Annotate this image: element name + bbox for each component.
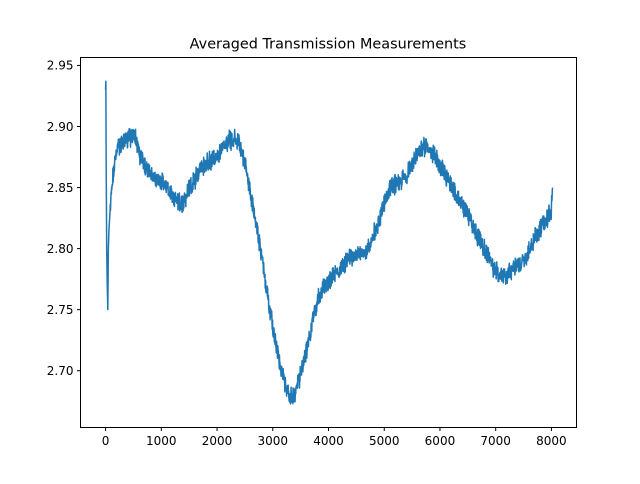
- x-tick-label: 0: [102, 434, 110, 448]
- x-tick-label: 2000: [202, 434, 233, 448]
- x-tick-label: 5000: [369, 434, 400, 448]
- x-tick-label: 1000: [146, 434, 177, 448]
- y-tick-label: 2.80: [47, 242, 74, 256]
- x-tick-label: 4000: [313, 434, 344, 448]
- y-tick-label: 2.75: [47, 303, 74, 317]
- series-layer: [104, 80, 554, 405]
- chart-title: Averaged Transmission Measurements: [190, 37, 467, 53]
- x-axis: 0 1000 2000 3000 4000 5000 6000 7000 8000: [102, 427, 567, 448]
- y-tick-label: 2.95: [47, 59, 74, 73]
- x-tick-label: 8000: [536, 434, 567, 448]
- x-tick-label: 3000: [257, 434, 288, 448]
- plot-area-frame: [80, 57, 577, 428]
- y-tick-label: 2.70: [47, 364, 74, 378]
- y-axis: 2.70 2.75 2.80 2.85 2.90 2.95: [47, 59, 81, 378]
- y-tick-label: 2.90: [47, 120, 74, 134]
- x-tick-label: 6000: [425, 434, 456, 448]
- x-tick-label: 7000: [480, 434, 511, 448]
- series-line-0: [104, 80, 554, 405]
- y-tick-label: 2.85: [47, 181, 74, 195]
